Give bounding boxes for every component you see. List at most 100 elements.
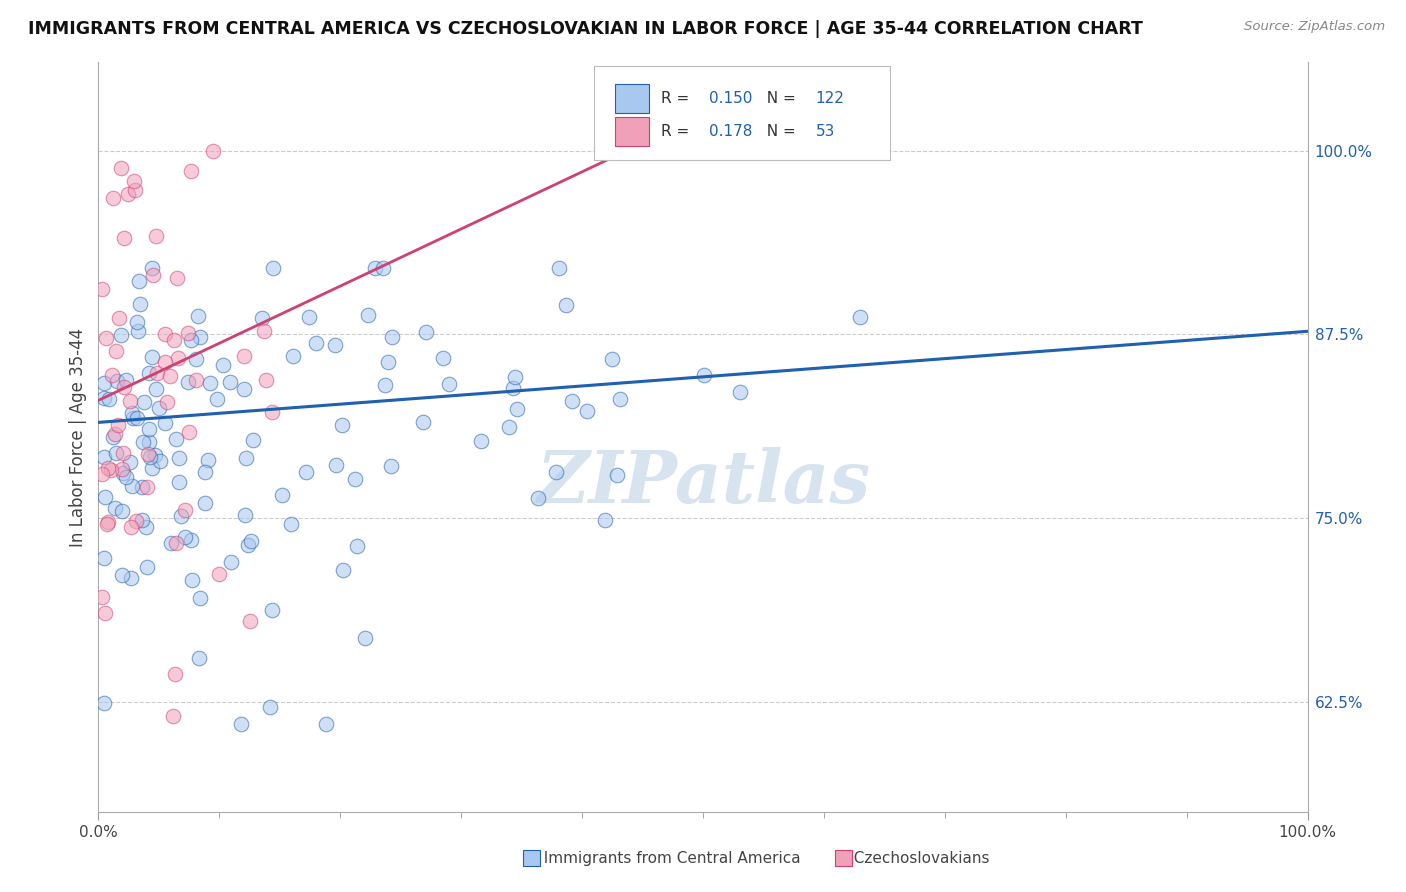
Point [97,392,120,406]
Point [357,308,380,322]
Point [101,191,124,205]
Point [165,536,187,550]
Point [160,535,183,549]
Text: ZIPatlas: ZIPatlas [536,447,870,517]
Text: IMMIGRANTS FROM CENTRAL AMERICA VS CZECHOSLOVAKIAN IN LABOR FORCE | AGE 35-44 CO: IMMIGRANTS FROM CENTRAL AMERICA VS CZECH… [28,20,1143,37]
Point [364,261,387,276]
Point [112,446,135,460]
Point [110,161,132,175]
Point [188,591,211,605]
Point [136,447,159,461]
Point [305,335,328,350]
Text: 0.178: 0.178 [709,124,752,139]
Point [107,375,129,389]
Point [91,282,114,296]
Point [132,434,155,449]
Point [180,333,202,347]
Point [104,445,127,459]
Point [166,351,188,366]
Point [371,261,394,276]
Point [122,411,145,425]
Point [254,373,277,387]
Point [205,392,228,406]
Point [129,297,152,311]
Point [271,488,294,502]
Point [97,515,120,529]
Point [104,501,127,516]
Point [165,667,187,681]
Point [236,538,259,552]
Point [211,358,233,372]
Point [139,450,162,464]
Point [177,326,200,340]
Point [125,411,148,425]
Point [131,480,153,494]
Point [560,393,582,408]
Point [104,343,127,358]
Point [280,517,302,532]
Point [187,310,209,324]
Point [197,453,219,467]
Point [127,315,149,329]
Point [259,700,281,714]
Point [432,351,454,365]
Point [593,513,616,527]
Point [262,405,284,419]
Point [112,380,135,394]
Text: R =: R = [661,124,693,139]
Point [107,311,129,326]
Point [94,490,117,504]
Point [325,338,347,352]
Point [325,458,347,472]
Point [609,392,631,406]
Point [114,373,136,387]
Point [167,475,190,489]
Point [153,417,176,431]
Point [104,426,127,441]
Point [439,377,461,392]
Point [381,329,404,343]
Point [555,298,578,312]
Point [118,393,141,408]
Point [142,268,165,282]
Point [377,355,399,369]
Point [165,432,187,446]
Bar [614,117,648,145]
Point [91,591,114,605]
Point [186,351,208,366]
Point [502,381,524,395]
Point [262,602,284,616]
Point [180,573,202,587]
Point [233,382,256,396]
Point [229,716,252,731]
Point [235,450,257,465]
Point [298,310,321,324]
Point [111,568,134,582]
Point [219,376,242,390]
Point [111,462,134,476]
Point [281,349,304,363]
Point [138,366,160,380]
Point [148,401,170,416]
Point [91,467,114,481]
Point [470,434,492,449]
Point [544,465,567,479]
Point [415,325,437,339]
Bar [523,850,540,866]
Text: 122: 122 [815,91,845,106]
Point [602,352,624,367]
Point [239,614,262,628]
Point [848,310,870,325]
Point [94,607,117,621]
Point [93,450,115,464]
Point [174,502,197,516]
Y-axis label: In Labor Force | Age 35-44: In Labor Force | Age 35-44 [69,327,87,547]
Point [180,164,202,178]
Point [138,434,160,449]
Text: 53: 53 [815,124,835,139]
Point [346,539,368,553]
Point [253,324,276,338]
Point [145,382,167,396]
Point [177,376,200,390]
Point [136,559,159,574]
